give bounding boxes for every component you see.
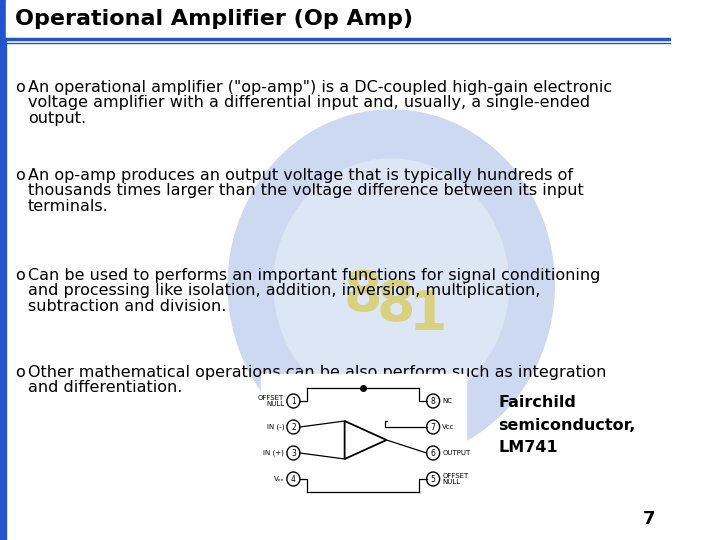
- Text: 8: 8: [431, 396, 436, 406]
- Text: terminals.: terminals.: [28, 199, 109, 214]
- Circle shape: [287, 472, 300, 486]
- Text: Vᴄᴄ: Vᴄᴄ: [442, 424, 455, 430]
- Text: Other mathematical operations can be also perform such as integration: Other mathematical operations can be als…: [28, 365, 606, 380]
- Text: 4: 4: [291, 475, 296, 483]
- Text: o: o: [15, 268, 24, 283]
- Text: IN (-): IN (-): [266, 424, 284, 430]
- Circle shape: [426, 472, 440, 486]
- Circle shape: [426, 420, 440, 434]
- Text: Vₑₑ: Vₑₑ: [274, 476, 284, 482]
- Circle shape: [426, 394, 440, 408]
- Text: o: o: [15, 168, 24, 183]
- Text: OFFSET
NULL: OFFSET NULL: [258, 395, 284, 408]
- Text: 1: 1: [291, 396, 296, 406]
- Text: 2: 2: [291, 422, 296, 431]
- Text: 8: 8: [344, 268, 382, 322]
- Text: 1: 1: [409, 288, 448, 342]
- Bar: [0, 0, 6, 540]
- Circle shape: [287, 446, 300, 460]
- Text: 5: 5: [431, 475, 436, 483]
- Circle shape: [274, 159, 508, 411]
- Text: An op-amp produces an output voltage that is typically hundreds of: An op-amp produces an output voltage tha…: [28, 168, 573, 183]
- Text: thousands times larger than the voltage difference between its input: thousands times larger than the voltage …: [28, 184, 584, 199]
- Text: and differentiation.: and differentiation.: [28, 381, 182, 395]
- Text: 8: 8: [377, 278, 415, 332]
- Text: Can be used to performs an important functions for signal conditioning: Can be used to performs an important fun…: [28, 268, 600, 283]
- Text: subtraction and division.: subtraction and division.: [28, 299, 226, 314]
- Text: An operational amplifier ("op-amp") is a DC-coupled high-gain electronic: An operational amplifier ("op-amp") is a…: [28, 80, 612, 95]
- Text: IN (+): IN (+): [264, 450, 284, 456]
- Text: output.: output.: [28, 111, 86, 126]
- Text: Operational Amplifier (Op Amp): Operational Amplifier (Op Amp): [15, 9, 413, 29]
- Text: voltage amplifier with a differential input and, usually, a single-ended: voltage amplifier with a differential in…: [28, 96, 590, 111]
- Text: 3: 3: [291, 449, 296, 457]
- Text: and processing like isolation, addition, inversion, multiplication,: and processing like isolation, addition,…: [28, 284, 540, 299]
- Circle shape: [287, 394, 300, 408]
- Text: 7: 7: [431, 422, 436, 431]
- Text: o: o: [15, 80, 24, 95]
- Text: 7: 7: [643, 510, 656, 528]
- Text: OFFSET
NULL: OFFSET NULL: [442, 472, 469, 485]
- Circle shape: [228, 110, 554, 460]
- Text: NC: NC: [442, 398, 452, 404]
- Text: o: o: [15, 365, 24, 380]
- Text: Fairchild
semiconductor,
LM741: Fairchild semiconductor, LM741: [498, 395, 636, 455]
- Circle shape: [287, 420, 300, 434]
- FancyBboxPatch shape: [261, 374, 466, 500]
- Text: OUTPUT: OUTPUT: [442, 450, 471, 456]
- Text: 6: 6: [431, 449, 436, 457]
- Bar: [6, 0, 670, 37]
- Circle shape: [426, 446, 440, 460]
